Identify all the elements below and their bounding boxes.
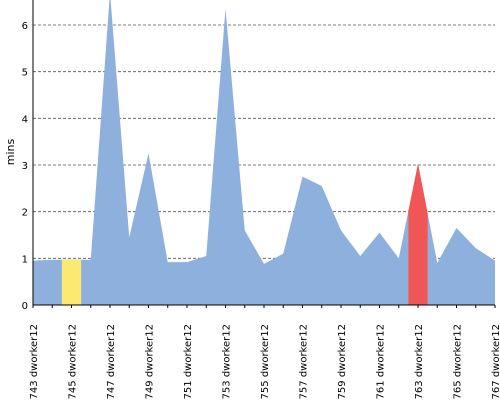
x-tick-label: #6755 dworker12 [260, 324, 271, 400]
x-tick-label: #6761 dworker12 [376, 324, 387, 400]
x-tick-label: #6757 dworker12 [299, 324, 310, 400]
y-tick-label: 0 [22, 301, 28, 312]
x-tick-labels: #6743 dworker12 #6745 dworker12 #6747 dwor… [29, 324, 500, 400]
x-tick-label: #6753 dworker12 [222, 324, 233, 400]
x-tick-label: #6765 dworker12 [453, 324, 464, 400]
x-tick-label: #6767 dworker12 [491, 324, 500, 400]
x-tick-label: #6745 dworker12 [68, 324, 79, 400]
y-tick-label: 3 [22, 161, 28, 172]
y-tick-label: 6 [22, 21, 28, 32]
x-tick-label: #6759 dworker12 [337, 324, 348, 400]
plot-area [33, 0, 495, 305]
x-tick-label: #6747 dworker12 [106, 324, 117, 400]
x-tick-label: #6751 dworker12 [183, 324, 194, 400]
duration-area [33, 0, 495, 305]
axes [32, 0, 496, 308]
y-tick-label: 1 [22, 254, 28, 265]
x-tick-label: #6749 dworker12 [145, 324, 156, 400]
x-tick-label: #6763 dworker12 [414, 324, 425, 400]
highlighted-build [61, 259, 82, 305]
x-tick-label: #6743 dworker12 [29, 324, 40, 400]
y-axis-label: mins [4, 138, 17, 165]
highlighted-build [408, 163, 428, 305]
y-tick-labels: 0 1 2 3 4 5 6 [22, 21, 28, 312]
y-tick-label: 5 [22, 68, 28, 79]
y-tick-label: 4 [22, 114, 28, 125]
y-tick-label: 2 [22, 208, 28, 219]
